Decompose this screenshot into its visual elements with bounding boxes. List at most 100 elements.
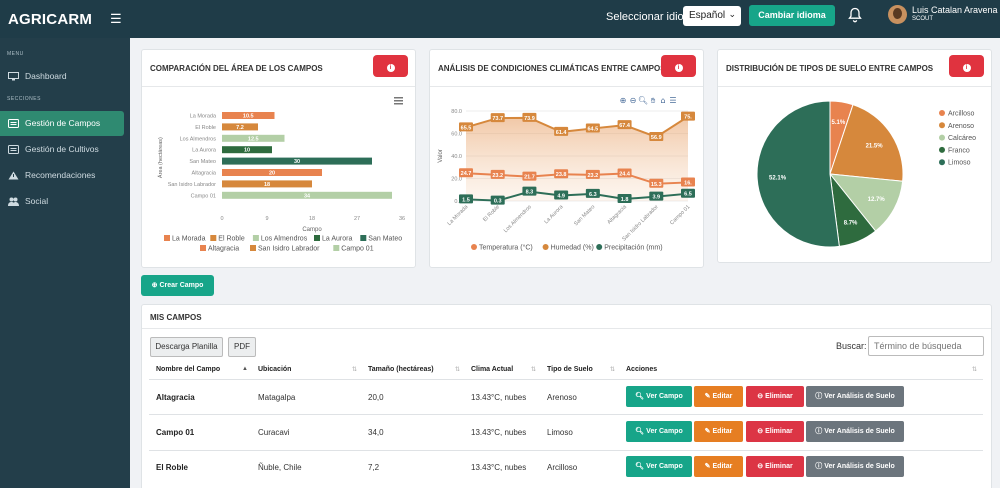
menu-toggle-icon[interactable]: ☰ [110,11,122,26]
minus-circle-icon: ⊖ [757,428,764,435]
sort-asc-icon[interactable]: ▲ [242,366,248,372]
delete-label: Eliminar [765,393,793,400]
search-icon: 🔍︎ [635,393,645,400]
sort-icon[interactable]: ⇅ [531,367,537,373]
zoom-in-icon: ⊕ [620,96,627,105]
data-label-box [522,112,537,122]
info-button[interactable]: i [661,55,696,77]
language-select[interactable]: Español ⌄ [683,6,741,26]
info-circle-icon: ⓘ [815,428,823,435]
data-label-temperatura-c: 24.4 [619,172,631,178]
download-spreadsheet-button[interactable]: Descarga Planilla [150,337,223,357]
legend-label-el-roble: El Roble [218,236,245,243]
data-label-box [585,123,600,133]
y-tick-label: 80.0 [451,109,462,115]
edit-button[interactable]: ✎ Editar [694,456,743,477]
edit-button[interactable]: ✎ Editar [694,386,743,407]
legend-label-limoso: Limoso [948,160,971,167]
soil-analysis-button[interactable]: ⓘ Ver Análisis de Suelo [806,386,904,407]
pdf-button[interactable]: PDF [228,337,256,357]
info-button[interactable]: i [949,55,984,77]
search-input[interactable] [868,336,984,356]
column-header-location[interactable]: Ubicación [258,366,292,373]
y-tick-label: 0.0 [454,199,462,205]
delete-label: Eliminar [765,463,793,470]
sort-icon[interactable]: ⇅ [972,367,978,373]
data-label-box [490,113,505,123]
table-header-divider [149,379,983,380]
legend-marker-precipitacion-mm [596,244,603,250]
change-language-button[interactable]: Cambiar idioma [749,5,835,26]
data-label-box [490,195,505,205]
data-label-humedad: 67.4 [619,123,631,129]
data-label-altagracia: 20 [269,171,275,177]
view-field-button[interactable]: 🔍︎ Ver Campo [626,421,692,442]
sidebar-item-label: Recomendaciones [25,170,96,180]
sort-icon[interactable]: ⇅ [352,367,358,373]
column-header-actions: Acciones [626,366,658,373]
area-chart-card: COMPARACIÓN DEL ÁREA DE LOS CAMPOS i La … [141,49,416,268]
bar-altagracia [222,169,322,176]
create-field-button[interactable]: ⊕ Crear Campo [141,275,214,296]
soil-analysis-button[interactable]: ⓘ Ver Análisis de Suelo [806,456,904,477]
data-label-box [459,194,473,204]
legend-marker-limoso [939,159,945,166]
info-button[interactable]: i [373,55,408,77]
legend-swatch-la-aurora [314,235,320,241]
data-label-box [490,169,505,179]
sidebar-item-social[interactable]: Social [0,189,124,214]
sidebar-item-cultivos[interactable]: Gestión de Cultivos [0,137,124,162]
legend-swatch-altagracia [200,245,206,251]
delete-button[interactable]: ⊖ Eliminar [746,386,804,407]
column-header-climate[interactable]: Clima Actual [471,366,514,373]
sort-icon[interactable]: ⇅ [455,367,461,373]
soil-analysis-button[interactable]: ⓘ Ver Análisis de Suelo [806,421,904,442]
legend-swatch-san-mateo [360,235,367,241]
bell-icon[interactable] [848,7,862,23]
column-header-soil[interactable]: Tipo de Suelo [547,366,593,373]
sidebar-item-recomendaciones[interactable]: Recomendaciones [0,163,124,188]
delete-button[interactable]: ⊖ Eliminar [746,456,804,477]
sidebar-item-label: Social [25,196,49,206]
column-header-name[interactable]: Nombre del Campo [156,366,221,373]
data-label-box [649,178,664,188]
delete-button[interactable]: ⊖ Eliminar [746,421,804,442]
view-field-button[interactable]: 🔍︎ Ver Campo [626,456,692,477]
sidebar-item-campos[interactable]: Gestión de Campos [0,111,124,136]
soil-analysis-label: Ver Análisis de Suelo [824,463,895,470]
minus-circle-icon: ⊖ [757,393,764,400]
warning-icon [8,171,19,180]
legend-label-arenoso: Arenoso [948,123,974,130]
tick-label-san-mateo: San Mateo [189,159,216,165]
x-tick-label-la-aurora: La Aurora [543,204,565,226]
data-label-box [681,177,695,187]
tick-label-los-almendros: Los Almendros [180,136,217,142]
legend-marker-calcareo [939,134,945,141]
legend-marker-arcilloso [939,110,945,116]
data-label-san-mateo: 30 [294,159,300,165]
sidebar-item-dashboard[interactable]: Dashboard [0,64,124,89]
view-field-button[interactable]: 🔍︎ Ver Campo [626,386,692,407]
y-tick-label: 40.0 [451,154,462,160]
data-label-temperatura-c: 15.3 [651,182,662,188]
data-label-humedad: 64.5 [587,126,598,132]
data-label-precipitacion-mm: 1.5 [462,197,470,203]
column-header-size[interactable]: Tamaño (hectáreas) [368,366,434,373]
edit-button[interactable]: ✎ Editar [694,421,743,442]
avatar[interactable] [888,5,907,24]
legend-label-precipitacion-mm: Precipitación (mm) [604,245,662,252]
y-tick-label: 60.0 [451,132,462,138]
data-label-box [649,191,664,201]
data-label-calcareo: 12.7% [868,197,886,203]
x-tick-label: 0 [220,216,223,222]
x-tick-label-la-morada: La Morada [447,204,471,228]
view-field-label: Ver Campo [646,393,683,400]
sort-icon[interactable]: ⇅ [610,367,616,373]
data-label-humedad: 61.4 [556,130,568,136]
cell-soil: Limoso [547,428,573,437]
sidebar-item-label: Dashboard [25,71,67,81]
brand-logo[interactable]: AGRICARM [8,11,93,28]
x-tick-label: 9 [265,216,268,222]
legend-label-altagracia: Altagracia [208,246,239,253]
search-icon: 🔍︎ [635,463,645,470]
